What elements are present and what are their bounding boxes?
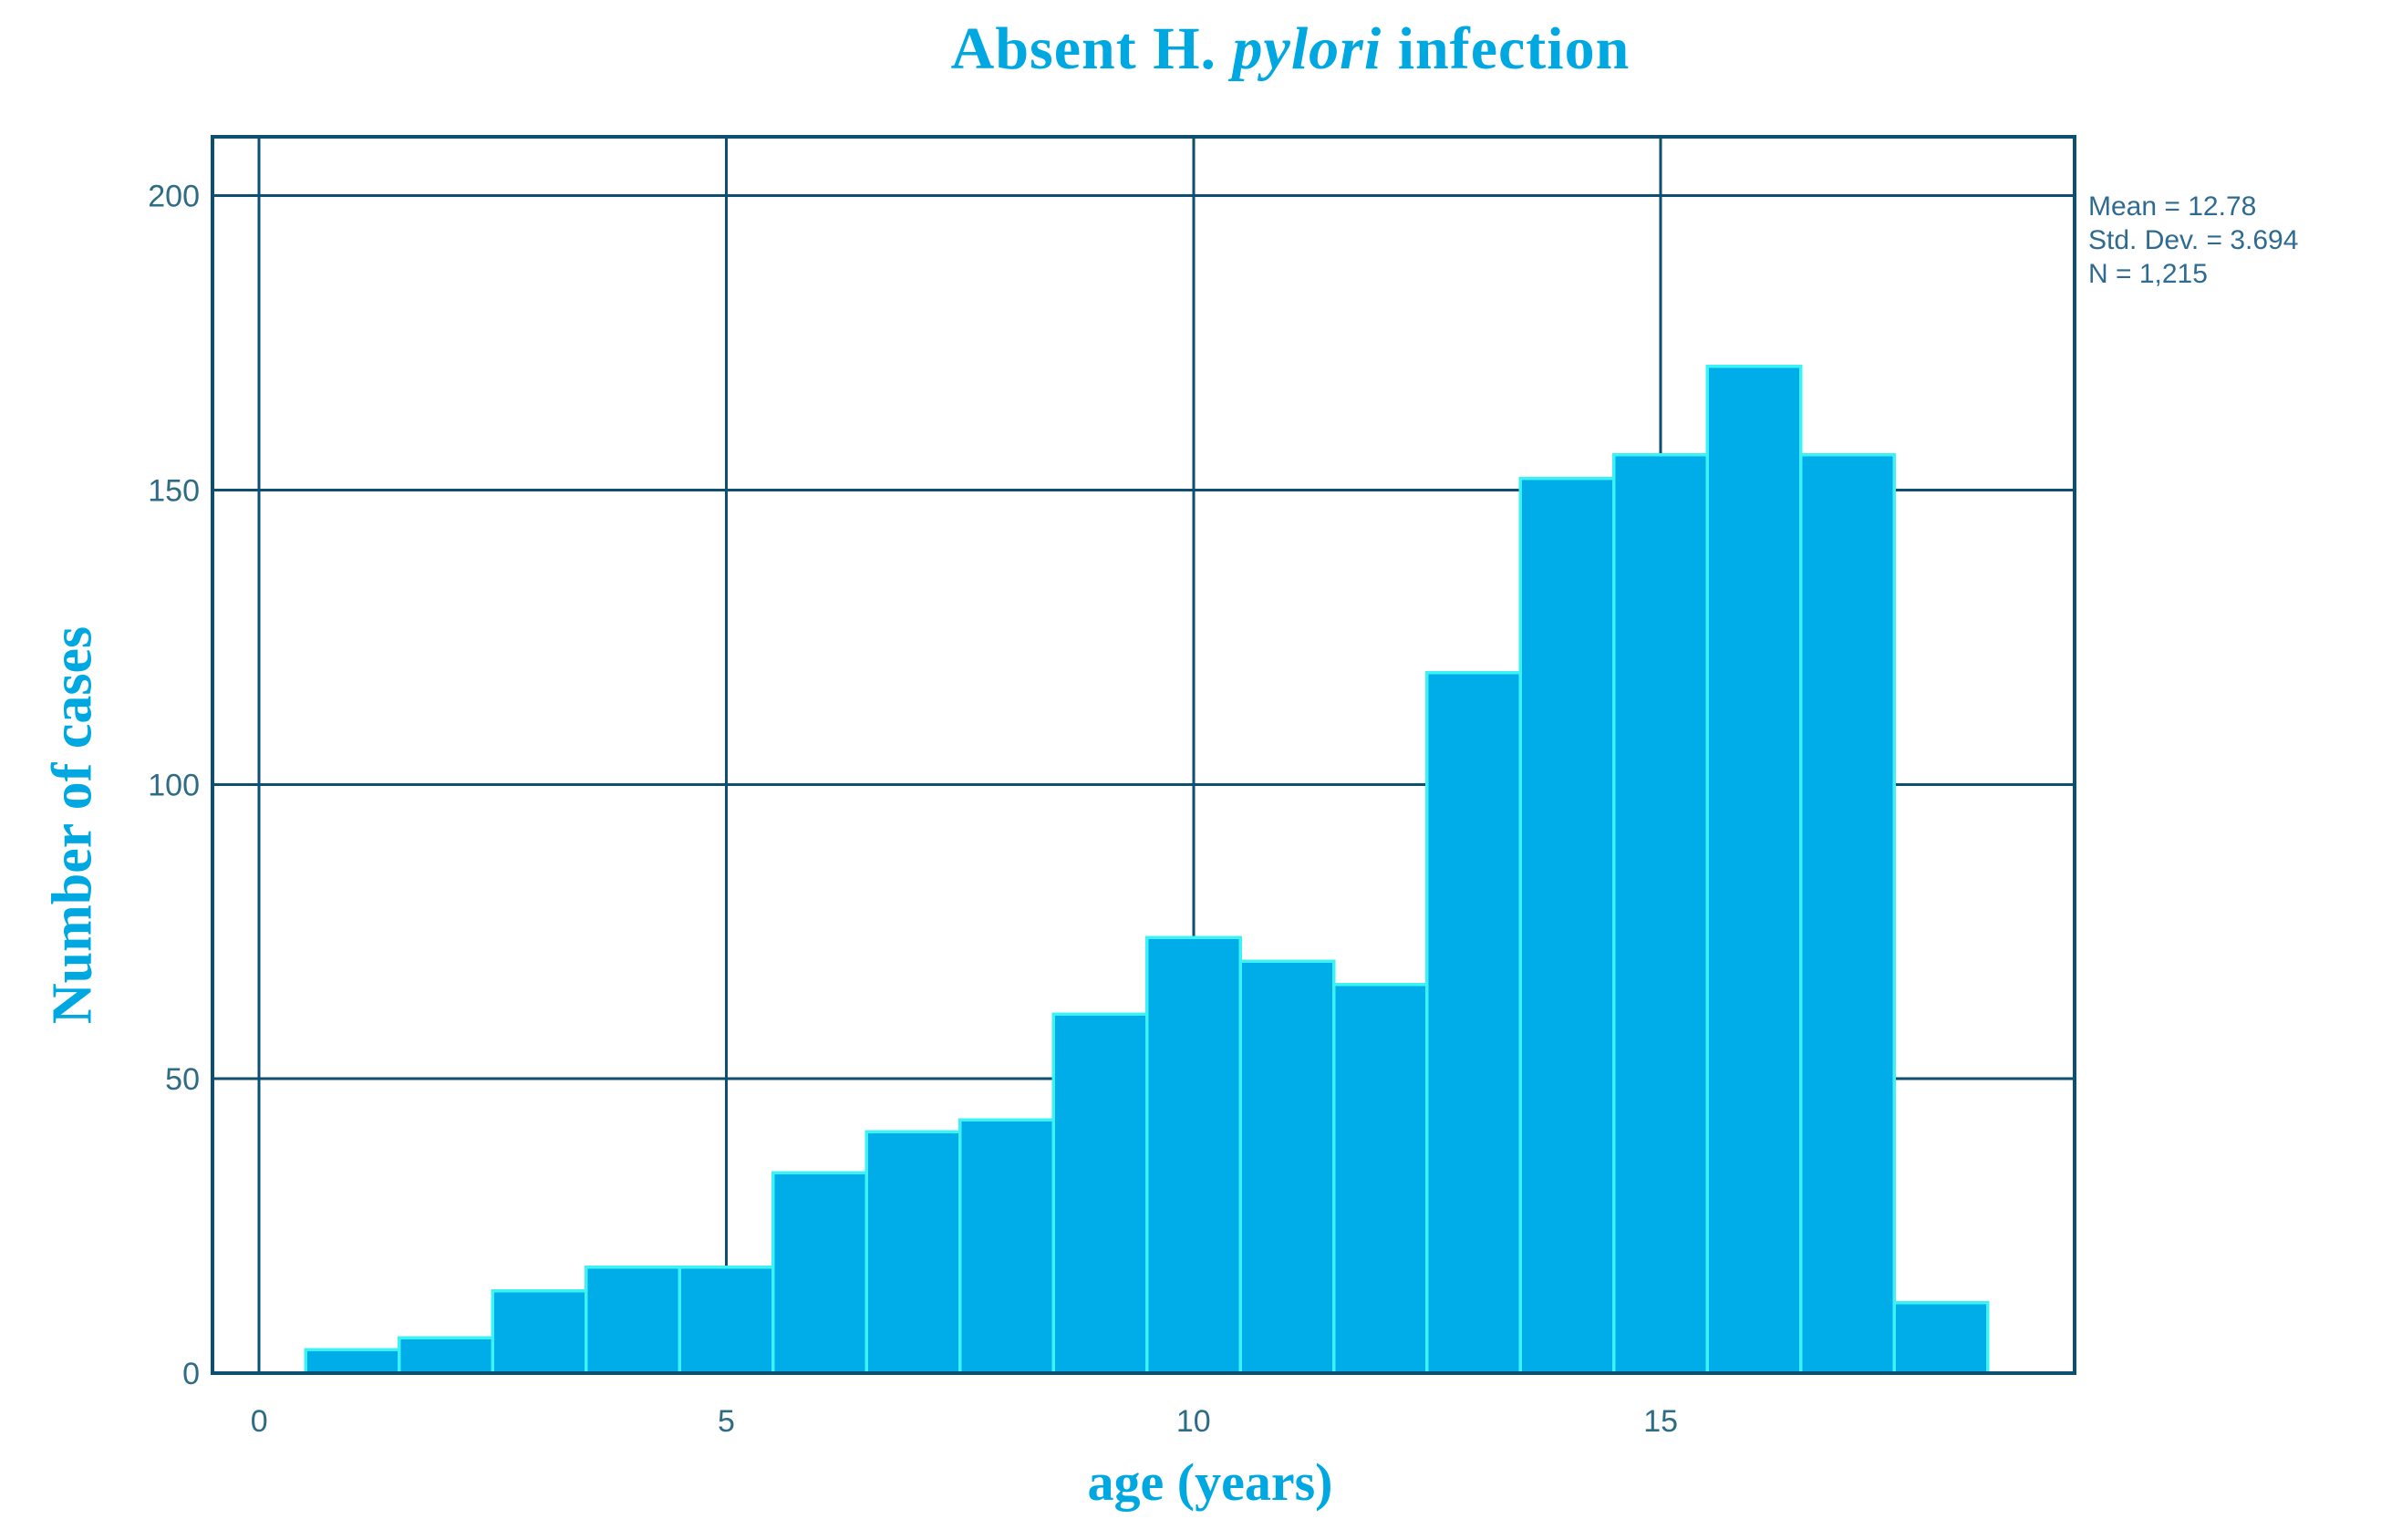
histogram-bar — [1518, 476, 1616, 1375]
y-tick-label: 200 — [148, 180, 200, 214]
stats-n: N = 1,215 — [2088, 259, 2208, 289]
histogram-bar — [398, 1336, 495, 1375]
histogram-bar — [1892, 1300, 1990, 1375]
histogram-bar — [1612, 452, 1710, 1375]
histogram-bar — [771, 1171, 868, 1375]
histogram-bar — [1051, 1012, 1149, 1375]
y-tick-label: 0 — [182, 1357, 200, 1391]
histogram-bar — [678, 1266, 775, 1375]
histogram-bar — [864, 1130, 962, 1375]
chart-title-prefix: Absent H. — [950, 16, 1233, 82]
chart-title: Absent H. pylori infection — [378, 15, 2202, 84]
stats-annotation: Mean = 12.78 Std. Dev. = 3.694 N = 1,215 — [2088, 190, 2298, 291]
histogram-bar — [1331, 983, 1429, 1375]
x-tick-label: 10 — [1176, 1404, 1211, 1439]
histogram-bar — [1238, 959, 1336, 1375]
histogram-bar — [958, 1118, 1055, 1375]
histogram-bar — [1425, 670, 1523, 1375]
x-tick-label: 5 — [718, 1404, 735, 1439]
chart-title-suffix: infection — [1382, 16, 1630, 82]
y-tick-label: 100 — [148, 768, 200, 802]
histogram-bar — [1144, 935, 1242, 1375]
stats-stddev: Std. Dev. = 3.694 — [2088, 225, 2299, 255]
histogram-bar — [491, 1288, 588, 1375]
histogram-bar — [304, 1348, 401, 1375]
histogram-bar — [585, 1266, 682, 1375]
stats-mean: Mean = 12.78 — [2088, 191, 2257, 222]
y-tick-label: 150 — [148, 473, 200, 508]
histogram-bar — [1705, 365, 1803, 1375]
chart-title-italic-word: pylori — [1232, 16, 1382, 82]
x-tick-label: 0 — [251, 1404, 268, 1439]
plot-frame — [211, 135, 2076, 1375]
x-axis-label: age (years) — [1087, 1452, 1333, 1512]
y-tick-label: 50 — [165, 1062, 200, 1097]
x-tick-label: 15 — [1643, 1404, 1678, 1439]
histogram-bar — [1799, 452, 1897, 1375]
